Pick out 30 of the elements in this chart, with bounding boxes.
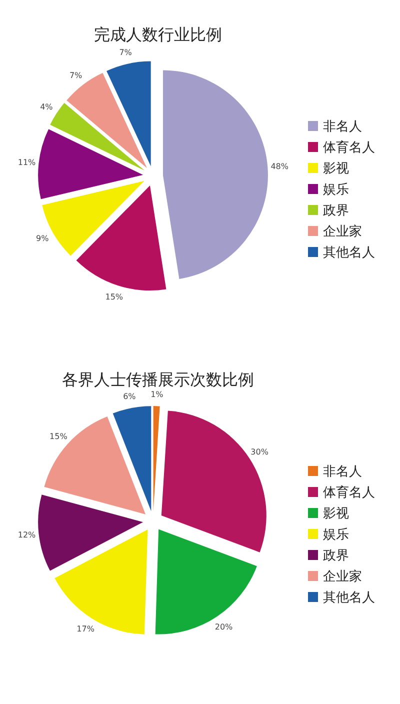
data-label: 9% [36, 234, 50, 244]
data-label: 7% [119, 48, 132, 57]
legend-label: 其他名人 [323, 590, 375, 606]
legend-label: 企业家 [323, 568, 362, 585]
data-label: 20% [214, 622, 234, 632]
data-label: 11% [18, 158, 36, 167]
legend-label: 非名人 [323, 464, 362, 480]
legend-label: 企业家 [323, 224, 362, 240]
data-label: 12% [18, 530, 36, 540]
data-label: 15% [50, 432, 68, 442]
data-label: 1% [150, 390, 164, 399]
data-label: 7% [69, 70, 83, 80]
legend-label: 娱乐 [323, 182, 349, 198]
chart-title: 完成人数行业比例 [94, 25, 222, 44]
legend-label: 体育名人 [323, 140, 375, 156]
data-label: 30% [250, 448, 269, 457]
legend-label: 体育名人 [323, 484, 375, 501]
data-label: 6% [123, 392, 136, 402]
legend-label: 影视 [323, 506, 349, 522]
legend-label: 影视 [323, 162, 349, 177]
data-label: 17% [76, 624, 95, 634]
legend-label: 其他名人 [323, 246, 375, 261]
chart-title: 各界人士传播展示次数比例 [62, 370, 254, 389]
legend-label: 政界 [323, 548, 349, 564]
data-label: 4% [40, 102, 54, 112]
legend-label: 娱乐 [323, 528, 349, 543]
legend-label: 政界 [323, 204, 349, 219]
legend-label: 非名人 [323, 120, 362, 135]
data-label: 48% [270, 162, 289, 171]
data-label: 15% [105, 292, 124, 302]
